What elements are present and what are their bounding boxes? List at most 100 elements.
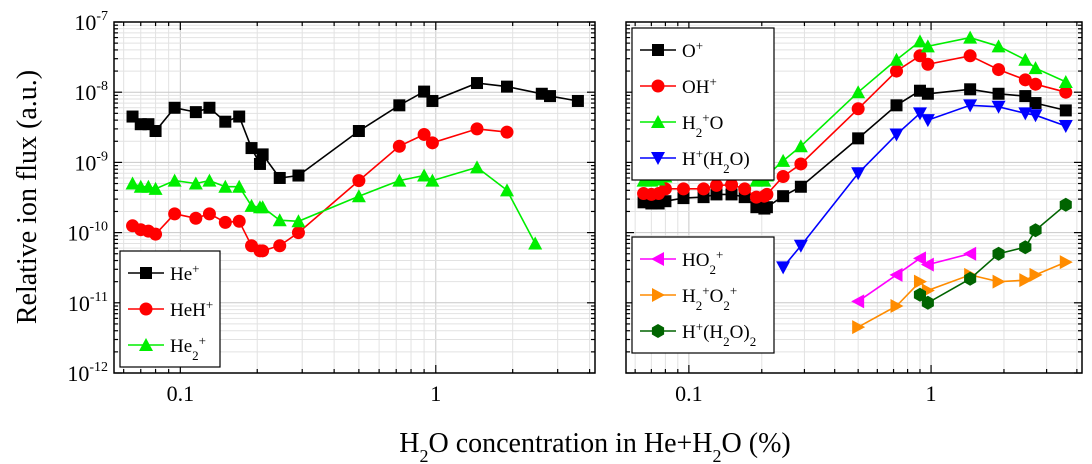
- data-point: [392, 173, 407, 187]
- data-point: [794, 157, 808, 171]
- data-point: [793, 239, 808, 253]
- legend-marker: [139, 338, 153, 351]
- data-point: [851, 85, 866, 99]
- data-point: [168, 207, 182, 221]
- data-point: [658, 182, 672, 196]
- data-point: [676, 182, 690, 196]
- data-point: [352, 174, 366, 188]
- plot-frame: [625, 21, 1083, 374]
- data-point: [168, 101, 181, 114]
- series-right-0: [637, 83, 1072, 215]
- data-point: [738, 182, 752, 196]
- data-point: [992, 87, 1005, 100]
- legend-entry: HeH+: [128, 297, 213, 322]
- legend-entry: H2+O2+: [640, 283, 737, 313]
- data-point: [992, 63, 1006, 77]
- data-point: [794, 180, 807, 193]
- data-point: [188, 176, 203, 190]
- legend-entry: O+: [640, 38, 703, 63]
- data-point: [1028, 109, 1043, 123]
- legend-marker: [651, 252, 664, 266]
- x-tick-labels: 0.1 1 0.1 1: [167, 381, 937, 406]
- data-point: [1019, 90, 1032, 103]
- data-point: [256, 244, 270, 258]
- legend-label: HO2+: [682, 247, 723, 277]
- data-point: [992, 274, 1006, 289]
- data-point: [921, 87, 934, 100]
- data-point: [189, 211, 203, 225]
- data-point: [1058, 74, 1073, 88]
- data-point: [393, 99, 406, 112]
- data-point: [1018, 73, 1032, 87]
- data-point: [921, 295, 934, 310]
- data-point: [149, 227, 163, 241]
- data-point: [1028, 61, 1043, 75]
- data-point: [218, 179, 233, 193]
- data-point: [189, 106, 202, 119]
- data-point: [890, 64, 904, 78]
- data-point: [292, 169, 305, 182]
- data-point: [470, 160, 485, 174]
- data-point: [991, 100, 1006, 114]
- panel-left: He+ HeH+ He2+: [113, 21, 596, 374]
- data-point: [571, 94, 584, 107]
- data-point: [921, 57, 935, 71]
- legend-label: He+: [170, 261, 200, 286]
- data-point: [426, 94, 439, 107]
- legend-label: He2+: [170, 333, 206, 363]
- data-point: [710, 188, 723, 201]
- legend-left-bottom: He+ HeH+ He2+: [119, 250, 221, 368]
- data-point: [1018, 52, 1033, 66]
- legend-label: O+: [682, 38, 703, 63]
- panel-right: O+ OH+ H2+O H+(H2O) HO2+ H2+O2+ H+(H2O)2: [625, 21, 1083, 374]
- data-point: [148, 181, 163, 195]
- y-tick-label: 10-11: [68, 290, 108, 316]
- legend-marker: [651, 115, 665, 128]
- data-point: [851, 102, 865, 116]
- legend-entry: OH+: [640, 74, 717, 98]
- data-point: [912, 34, 927, 48]
- data-point: [351, 189, 366, 203]
- data-point: [913, 49, 927, 63]
- series-left-2: [125, 160, 543, 250]
- x-tick-label: 0.1: [167, 381, 195, 406]
- data-point: [963, 99, 978, 113]
- data-point: [1059, 197, 1072, 212]
- data-point: [425, 173, 440, 187]
- series-group: [125, 77, 584, 258]
- data-point: [1029, 77, 1043, 91]
- data-point: [291, 226, 305, 240]
- series-left-0: [126, 77, 584, 184]
- data-point: [890, 299, 904, 314]
- data-point: [912, 251, 926, 266]
- data-point: [963, 246, 977, 261]
- legend-marker: [140, 267, 152, 279]
- data-point: [991, 39, 1006, 53]
- legend-entry: He+: [128, 261, 200, 286]
- data-point: [852, 132, 865, 145]
- data-point: [499, 183, 514, 197]
- data-point: [1018, 107, 1033, 121]
- data-point: [709, 178, 723, 192]
- series-left-1: [126, 122, 514, 258]
- legend-right-bottom: HO2+ H2+O2+ H+(H2O)2: [631, 236, 775, 354]
- data-point: [291, 214, 306, 228]
- data-point: [125, 176, 140, 190]
- data-point: [913, 287, 926, 302]
- legend-label: HeH+: [170, 297, 213, 322]
- legend-marker: [652, 44, 664, 56]
- data-point: [963, 30, 978, 44]
- legend-label: H2+O: [682, 110, 723, 140]
- data-point: [964, 271, 977, 286]
- data-point: [776, 169, 790, 183]
- data-point: [920, 257, 934, 272]
- data-point: [1029, 97, 1042, 110]
- data-point: [964, 83, 977, 96]
- data-point: [1019, 240, 1032, 255]
- legend-entry: He2+: [128, 333, 206, 363]
- data-point: [500, 80, 513, 93]
- data-point: [273, 239, 287, 253]
- data-point: [149, 125, 162, 138]
- data-point: [889, 52, 904, 66]
- data-point: [245, 142, 258, 155]
